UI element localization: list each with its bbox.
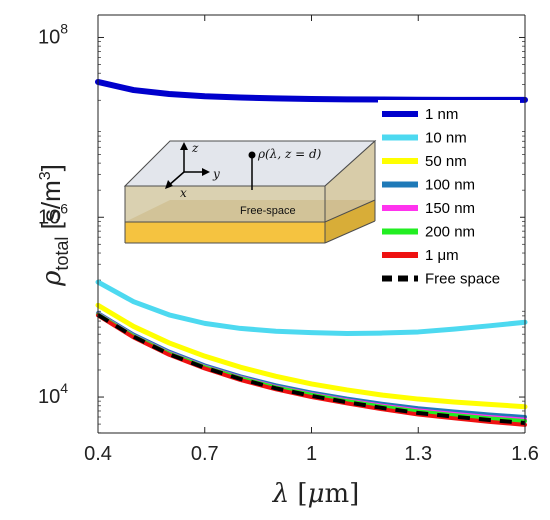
- x-tick-label: 1: [306, 443, 317, 465]
- y-tick-label: 108: [38, 20, 68, 48]
- legend-label: 100 nm: [425, 177, 475, 194]
- legend-box: [378, 100, 520, 295]
- substrate-side: [325, 200, 375, 243]
- series-line-1-nm: [95, 78, 528, 103]
- series-line-50-nm: [95, 302, 528, 410]
- x-tick-labels: 0.4 0.7 1 1.3 1.6: [84, 443, 539, 465]
- observation-point: [248, 151, 256, 159]
- series-line-10-nm: [95, 279, 528, 336]
- free-space-label: Free-space: [240, 205, 296, 217]
- legend-label: 50 nm: [425, 153, 467, 170]
- substrate-front: [125, 222, 325, 243]
- y-tick-label: 104: [38, 380, 68, 408]
- y-axis-label: ρtotal [s/m3]: [36, 164, 72, 287]
- legend: 1 nm 10 nm 50 nm 100 nm 150 nm 200 nm 1 μm Free…: [378, 100, 520, 295]
- x-tick-label: 0.7: [191, 443, 219, 465]
- legend-label: 1 nm: [425, 106, 458, 123]
- legend-label: 1 μm: [425, 247, 459, 264]
- z-axis-text: z: [191, 141, 199, 155]
- legend-label: 10 nm: [425, 130, 467, 147]
- series-line-1-m: [96, 313, 527, 427]
- y-tick-label: 106: [38, 200, 68, 228]
- x-arrow-head: [165, 180, 173, 189]
- y-arrow-head: [202, 168, 210, 176]
- x-axis-label: λ [μm]: [272, 479, 360, 509]
- y-tick-labels: 104 106 108: [38, 20, 68, 408]
- y-axis-text: y: [212, 167, 220, 181]
- series-group: [95, 78, 528, 427]
- inset-diagram: z y x ρ(λ, z = d) Free-space: [123, 139, 377, 244]
- x-axis-text: x: [180, 186, 187, 200]
- x-tick-label: 1.6: [511, 443, 539, 465]
- legend-label: Free space: [425, 271, 500, 288]
- x-tick-label: 1.3: [404, 443, 432, 465]
- x-tick-label: 0.4: [84, 443, 112, 465]
- z-arrow-head: [180, 142, 188, 150]
- legend-label: 200 nm: [425, 224, 475, 241]
- legend-label: 150 nm: [425, 200, 475, 217]
- point-label: ρ(λ, z = d): [257, 147, 322, 161]
